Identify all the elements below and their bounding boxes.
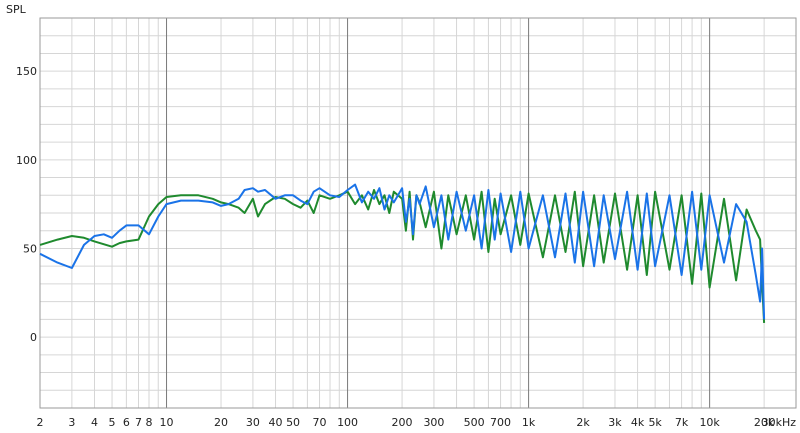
- x-tick-label: 10k: [699, 416, 720, 429]
- x-tick-label: 40: [269, 416, 283, 429]
- x-tick-label: 20k: [754, 416, 775, 429]
- plot-frame: [39, 17, 797, 409]
- x-tick-label: 10: [160, 416, 174, 429]
- x-tick-label: 300: [423, 416, 444, 429]
- x-tick-label: 30: [246, 416, 260, 429]
- x-tick-label: 500: [464, 416, 485, 429]
- x-tick-label: 100: [337, 416, 358, 429]
- x-tick-label: 700: [490, 416, 511, 429]
- horizontal-gridlines: [40, 17, 796, 409]
- x-tick-label: 7: [135, 416, 142, 429]
- x-tick-label: 8: [145, 416, 152, 429]
- x-tick-label: 20: [214, 416, 228, 429]
- y-tick-label: 0: [30, 331, 37, 344]
- x-tick-label: 5: [109, 416, 116, 429]
- y-tick-label: 100: [16, 154, 37, 167]
- x-tick-label: 70: [313, 416, 327, 429]
- x-tick-labels: 2 3 4 5 6 7 8 10 20 30 40 50 70 100 200 300 500 700 1k 2k 3k…: [37, 416, 797, 429]
- y-axis-label: SPL: [6, 3, 27, 16]
- x-tick-label: 4: [91, 416, 98, 429]
- x-tick-label: 1k: [522, 416, 536, 429]
- x-tick-label: 4k: [631, 416, 645, 429]
- series-line-2: [39, 183, 766, 320]
- x-tick-label: 3: [68, 416, 75, 429]
- x-tick-label: 7k: [675, 416, 689, 429]
- x-tick-label: 200: [392, 416, 413, 429]
- x-tick-label: 3k: [608, 416, 622, 429]
- series-lines: [39, 183, 766, 323]
- y-tick-label: 150: [16, 65, 37, 78]
- x-tick-label: 50: [286, 416, 300, 429]
- x-tick-label: 2: [37, 416, 44, 429]
- x-tick-label: 5k: [648, 416, 662, 429]
- x-tick-label: 6: [123, 416, 130, 429]
- x-tick-label: 2k: [576, 416, 590, 429]
- y-tick-label: 50: [23, 242, 37, 255]
- y-tick-labels: 0 50 100 150: [16, 65, 37, 344]
- x-tick-label: 30kHz: [762, 416, 797, 429]
